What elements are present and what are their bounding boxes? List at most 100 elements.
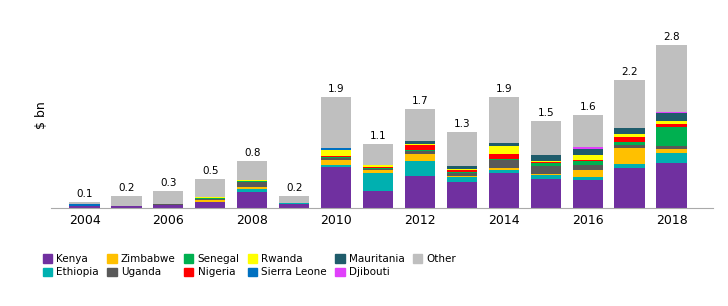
Bar <box>614 164 645 168</box>
Bar <box>657 149 687 153</box>
Text: 0.8: 0.8 <box>244 148 261 159</box>
Bar <box>447 177 477 182</box>
Bar <box>69 204 100 206</box>
Bar <box>657 113 687 121</box>
Bar <box>614 134 645 137</box>
Bar <box>321 160 351 165</box>
Bar <box>488 143 519 146</box>
Bar <box>321 150 351 155</box>
Bar <box>488 173 519 208</box>
Bar <box>195 198 226 199</box>
Bar <box>531 179 561 208</box>
Bar <box>657 112 687 113</box>
Bar <box>531 163 561 166</box>
Legend: Kenya, Ethiopia, Zimbabwe, Uganda, Senegal, Nigeria, Rwanda, Sierra Leone, Mauri: Kenya, Ethiopia, Zimbabwe, Uganda, Seneg… <box>43 254 456 278</box>
Bar <box>572 177 603 180</box>
Bar <box>572 180 603 208</box>
Bar <box>614 80 645 128</box>
Bar <box>614 142 645 145</box>
Bar <box>488 154 519 159</box>
Bar <box>321 157 351 158</box>
Bar <box>154 191 183 204</box>
Bar <box>488 159 519 160</box>
Bar <box>614 147 645 164</box>
Bar <box>111 206 141 208</box>
Bar <box>405 141 435 144</box>
Bar <box>69 202 100 204</box>
Bar <box>237 187 267 189</box>
Text: 1.9: 1.9 <box>496 84 512 94</box>
Text: 0.3: 0.3 <box>160 178 177 188</box>
Bar <box>572 147 603 149</box>
Bar <box>363 191 393 208</box>
Bar <box>321 148 351 150</box>
Bar <box>405 176 435 208</box>
Bar <box>321 97 351 148</box>
Bar <box>237 162 267 180</box>
Text: 0.1: 0.1 <box>76 189 92 199</box>
Bar <box>154 204 183 205</box>
Bar <box>657 124 687 127</box>
Bar <box>447 132 477 166</box>
Bar <box>531 161 561 162</box>
Bar <box>154 205 183 208</box>
Text: 1.3: 1.3 <box>454 119 470 129</box>
Bar <box>447 169 477 170</box>
Bar <box>531 162 561 163</box>
Bar <box>447 173 477 176</box>
Bar <box>572 166 603 170</box>
Bar <box>321 155 351 157</box>
Bar <box>657 153 687 162</box>
Bar <box>69 206 100 208</box>
Bar <box>405 144 435 145</box>
Bar <box>531 175 561 179</box>
Bar <box>447 172 477 173</box>
Bar <box>405 145 435 150</box>
Bar <box>195 179 226 197</box>
Bar <box>572 149 603 155</box>
Text: 1.5: 1.5 <box>537 108 554 118</box>
Bar <box>531 121 561 155</box>
Bar <box>572 155 603 160</box>
Bar <box>657 45 687 112</box>
Bar <box>363 168 393 169</box>
Text: 1.7: 1.7 <box>411 96 428 106</box>
Bar <box>614 128 645 134</box>
Bar <box>572 160 603 162</box>
Bar <box>363 144 393 166</box>
Bar <box>614 137 645 142</box>
Bar <box>279 203 309 204</box>
Text: 1.9: 1.9 <box>328 84 344 94</box>
Bar <box>195 200 226 202</box>
Text: 1.6: 1.6 <box>579 102 596 112</box>
Bar <box>657 162 687 208</box>
Bar <box>237 189 267 192</box>
Text: 0.5: 0.5 <box>202 166 218 176</box>
Bar <box>447 176 477 177</box>
Bar <box>488 160 519 168</box>
Bar <box>657 121 687 124</box>
Bar <box>195 197 226 198</box>
Bar <box>363 166 393 167</box>
Bar <box>321 165 351 167</box>
Bar <box>488 170 519 173</box>
Bar <box>405 150 435 151</box>
Bar <box>405 109 435 141</box>
Bar <box>447 166 477 169</box>
Bar <box>321 158 351 160</box>
Bar <box>195 202 226 208</box>
Bar <box>531 155 561 161</box>
Bar <box>572 162 603 166</box>
Bar <box>111 196 141 206</box>
Bar <box>572 115 603 147</box>
Bar <box>447 182 477 208</box>
Bar <box>488 168 519 170</box>
Bar <box>363 167 393 168</box>
Bar <box>405 154 435 162</box>
Bar <box>279 204 309 208</box>
Bar <box>237 180 267 181</box>
Bar <box>237 192 267 208</box>
Bar <box>321 167 351 208</box>
Bar <box>447 170 477 172</box>
Y-axis label: $ bn: $ bn <box>35 101 48 129</box>
